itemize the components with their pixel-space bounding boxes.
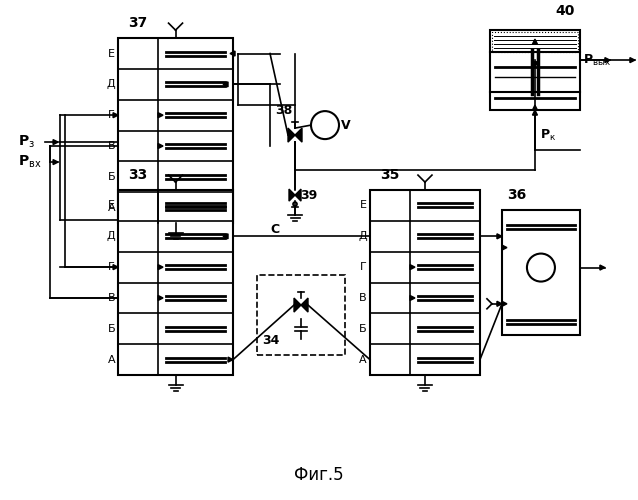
Text: 38: 38 bbox=[275, 104, 292, 117]
Polygon shape bbox=[223, 82, 228, 87]
Text: P$_{\rm з}$: P$_{\rm з}$ bbox=[18, 134, 35, 150]
Text: 33: 33 bbox=[128, 168, 147, 182]
Text: E: E bbox=[360, 200, 367, 210]
Bar bbox=[492, 32, 578, 52]
Circle shape bbox=[527, 254, 555, 281]
Polygon shape bbox=[497, 234, 502, 239]
Text: Д: Д bbox=[359, 232, 367, 241]
Polygon shape bbox=[535, 61, 539, 65]
Text: Г: Г bbox=[108, 262, 115, 272]
Bar bbox=[370, 190, 480, 375]
Text: C: C bbox=[270, 223, 279, 236]
Text: P$_{\rm вх}$: P$_{\rm вх}$ bbox=[18, 154, 41, 170]
Text: Б: Б bbox=[359, 324, 367, 334]
Polygon shape bbox=[158, 144, 163, 148]
Polygon shape bbox=[502, 302, 507, 306]
Polygon shape bbox=[158, 112, 163, 117]
Polygon shape bbox=[410, 264, 415, 270]
Text: Г: Г bbox=[108, 110, 115, 120]
Text: 39: 39 bbox=[300, 188, 317, 202]
Polygon shape bbox=[533, 62, 537, 67]
Text: E: E bbox=[108, 48, 115, 58]
Polygon shape bbox=[53, 160, 58, 164]
Polygon shape bbox=[301, 298, 308, 312]
Polygon shape bbox=[497, 302, 502, 306]
Polygon shape bbox=[158, 296, 163, 300]
Polygon shape bbox=[113, 112, 118, 117]
Bar bbox=[502, 210, 580, 335]
Text: P$_{\rm к}$: P$_{\rm к}$ bbox=[540, 128, 556, 142]
Polygon shape bbox=[158, 264, 163, 270]
Text: Д: Д bbox=[107, 232, 115, 241]
Text: V: V bbox=[341, 118, 351, 132]
Polygon shape bbox=[289, 189, 295, 201]
Text: А: А bbox=[359, 354, 367, 364]
Polygon shape bbox=[630, 58, 635, 62]
Polygon shape bbox=[600, 265, 605, 270]
Polygon shape bbox=[533, 39, 537, 44]
Polygon shape bbox=[295, 128, 302, 142]
Circle shape bbox=[293, 202, 297, 206]
Text: А: А bbox=[107, 354, 115, 364]
Text: А: А bbox=[107, 202, 115, 212]
Polygon shape bbox=[410, 296, 415, 300]
Polygon shape bbox=[288, 128, 295, 142]
Circle shape bbox=[311, 111, 339, 139]
Polygon shape bbox=[228, 357, 233, 362]
Polygon shape bbox=[113, 264, 118, 270]
Bar bbox=[490, 30, 580, 110]
Polygon shape bbox=[502, 245, 507, 250]
Text: Г: Г bbox=[360, 262, 367, 272]
Text: 35: 35 bbox=[380, 168, 399, 182]
Text: E: E bbox=[108, 200, 115, 210]
Polygon shape bbox=[533, 105, 537, 110]
Polygon shape bbox=[223, 234, 228, 239]
Bar bbox=[257, 275, 345, 355]
Text: Фиг.5: Фиг.5 bbox=[294, 466, 344, 484]
Polygon shape bbox=[53, 140, 58, 144]
Text: 34: 34 bbox=[262, 334, 279, 347]
Text: P$_{\rm вых}$: P$_{\rm вых}$ bbox=[583, 52, 611, 68]
Text: Д: Д bbox=[107, 80, 115, 90]
Bar bbox=[118, 38, 233, 223]
Polygon shape bbox=[605, 58, 610, 62]
Polygon shape bbox=[295, 189, 301, 201]
Text: 37: 37 bbox=[128, 16, 147, 30]
Polygon shape bbox=[230, 51, 235, 56]
Text: 40: 40 bbox=[556, 4, 575, 18]
Polygon shape bbox=[294, 298, 301, 312]
Text: 36: 36 bbox=[507, 188, 526, 202]
Text: В: В bbox=[359, 293, 367, 303]
Text: Б: Б bbox=[107, 324, 115, 334]
Text: В: В bbox=[107, 293, 115, 303]
Text: Б: Б bbox=[107, 172, 115, 182]
Text: В: В bbox=[107, 141, 115, 151]
Polygon shape bbox=[533, 110, 537, 115]
Bar bbox=[118, 190, 233, 375]
